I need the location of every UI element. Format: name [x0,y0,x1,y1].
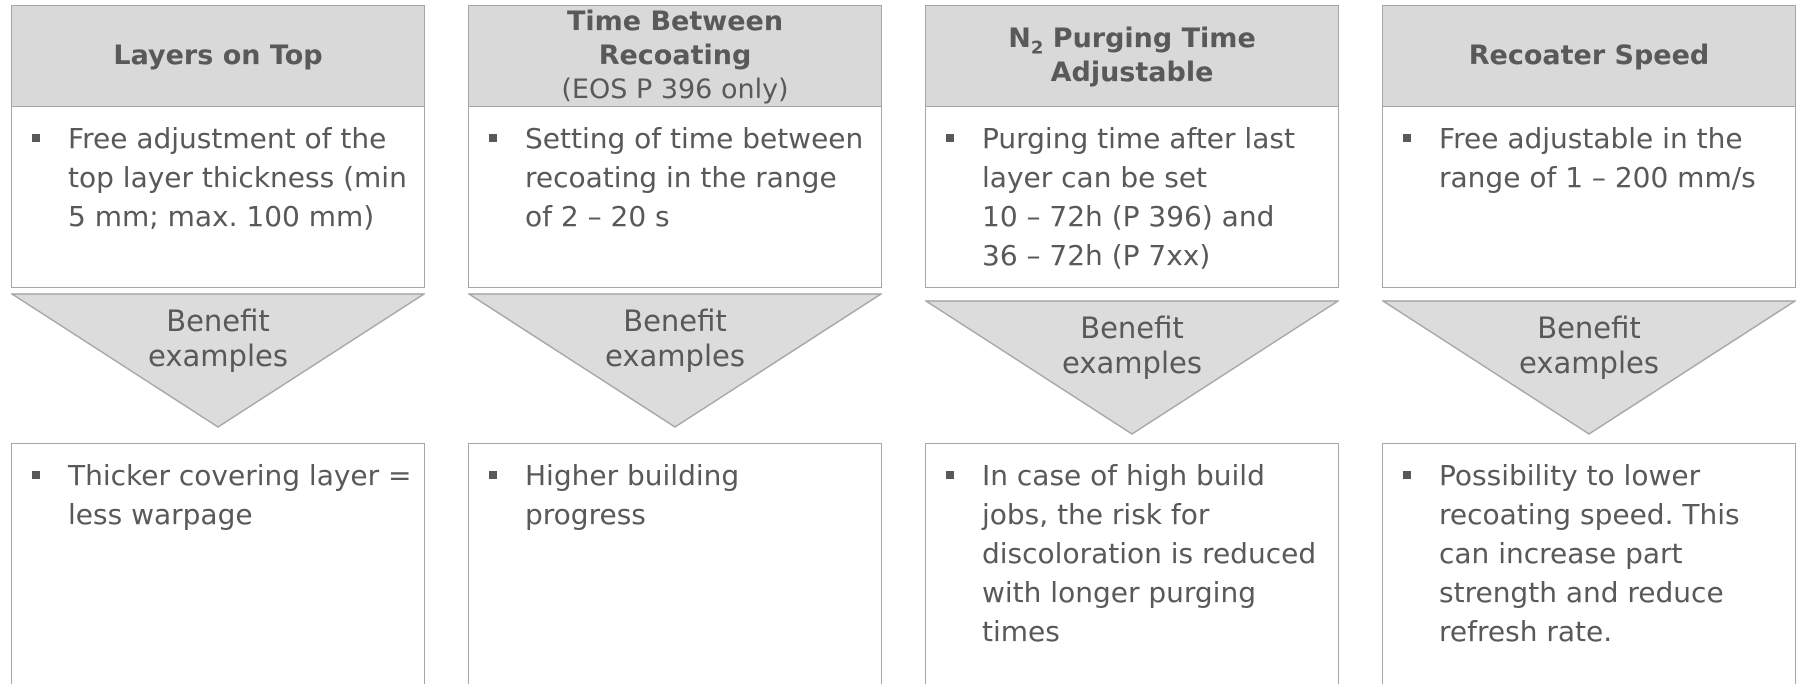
text-line: of 2 – 20 s [525,200,670,233]
arrow-label: Benefit examples [1382,311,1796,381]
triangle [925,300,1339,435]
title-part: Layers on Top [113,40,323,71]
arrow [925,300,1339,435]
text-line: progress [525,498,646,531]
description-box: Free adjustment of the top layer thicknes… [11,106,425,288]
subscript: 2 [1030,37,1044,59]
header-subtitle: (EOS P 396 only) [561,74,789,105]
arrow-label: Benefit examples [468,304,882,374]
bullet-item: Setting of time between recoating in the … [489,119,863,236]
arrow-label: Benefit examples [11,304,425,374]
bullet-item: Free adjustable in the range of 1 – 200 m… [1403,119,1756,197]
benefit-box: In case of high build jobs, the risk for d… [925,443,1339,684]
title-part: Time Between Recoating [566,6,784,71]
text-line: Possibility to lower [1439,459,1701,492]
arrow [11,293,425,428]
column: Time Between Recoating (EOS P 396 only) Se… [468,0,882,684]
bullet-item: Purging time after last layer can be set 1… [946,119,1295,275]
text-line: refresh rate. [1439,615,1613,648]
title-part: N [1008,23,1031,54]
header-title: Recoater Speed [1449,39,1730,73]
column: N2 Purging Time Adjustable Purging time a… [925,0,1339,684]
description-box: Setting of time between recoating in the … [468,106,882,288]
title-part: Purging Time Adjustable [1043,23,1256,88]
text-line: top layer thickness (min [68,161,407,194]
header-title: Layers on Top [93,39,342,73]
text-line: range of 1 – 200 mm/s [1439,161,1756,194]
header: Layers on Top [11,5,425,107]
text-line: strength and reduce [1439,576,1724,609]
triangle [1382,300,1796,435]
arrow [468,293,882,428]
header-title: N2 Purging Time Adjustable [926,22,1338,90]
text-line: times [982,615,1060,648]
benefit-box: Possibility to lower recoating speed. Thi… [1382,443,1796,684]
text-line: discoloration is reduced [982,537,1317,570]
text-line: Benefit [1537,311,1641,345]
triangle [11,293,425,428]
arrow-label: Benefit examples [925,311,1339,381]
bullet-item: Higher building progress [489,456,739,534]
text-line: examples [148,339,288,373]
text-line: Benefit [623,304,727,338]
bullet-item: Free adjustment of the top layer thicknes… [32,119,407,236]
text-line: 5 mm; max. 100 mm) [68,200,375,233]
text-line: can increase part [1439,537,1683,570]
text-line: examples [605,339,745,373]
header-title: Time Between Recoating [469,5,881,73]
text-line: layer can be set [982,161,1208,194]
title-part: Recoater Speed [1468,40,1710,71]
bullet-item: In case of high build jobs, the risk for d… [946,456,1316,651]
text-line: recoating in the range [525,161,837,194]
text-line: In case of high build [982,459,1265,492]
text-line: less warpage [68,498,253,531]
header: Recoater Speed [1382,5,1796,107]
text-line: jobs, the risk for [982,498,1210,531]
text-line: Benefit [166,304,270,338]
column: Recoater Speed Free adjustable in the rang… [1382,0,1796,684]
benefit-box: Higher building progress [468,443,882,684]
text-line: recoating speed. This [1439,498,1740,531]
arrow [1382,300,1796,435]
column: Layers on Top Free adjustment of the top l… [11,0,425,684]
bullet-item: Thicker covering layer = less warpage [32,456,412,534]
text-line: Free adjustment of the [68,122,387,155]
text-line: examples [1519,346,1659,380]
text-line: 10 – 72h (P 396) and [982,200,1275,233]
text-line: Setting of time between [525,122,864,155]
text-line: Benefit [1080,311,1184,345]
description-box: Purging time after last layer can be set 1… [925,106,1339,288]
text-line: Higher building [525,459,740,492]
header: Time Between Recoating (EOS P 396 only) [468,5,882,107]
bullet-item: Possibility to lower recoating speed. Thi… [1403,456,1740,651]
text-line: Thicker covering layer = [68,459,412,492]
benefit-box: Thicker covering layer = less warpage [11,443,425,684]
triangle [468,293,882,428]
text-line: Free adjustable in the [1439,122,1743,155]
text-line: with longer purging [982,576,1256,609]
header: N2 Purging Time Adjustable [925,5,1339,107]
text-line: Purging time after last [982,122,1295,155]
text-line: 36 – 72h (P 7xx) [982,239,1211,272]
description-box: Free adjustable in the range of 1 – 200 m… [1382,106,1796,288]
text-line: examples [1062,346,1202,380]
